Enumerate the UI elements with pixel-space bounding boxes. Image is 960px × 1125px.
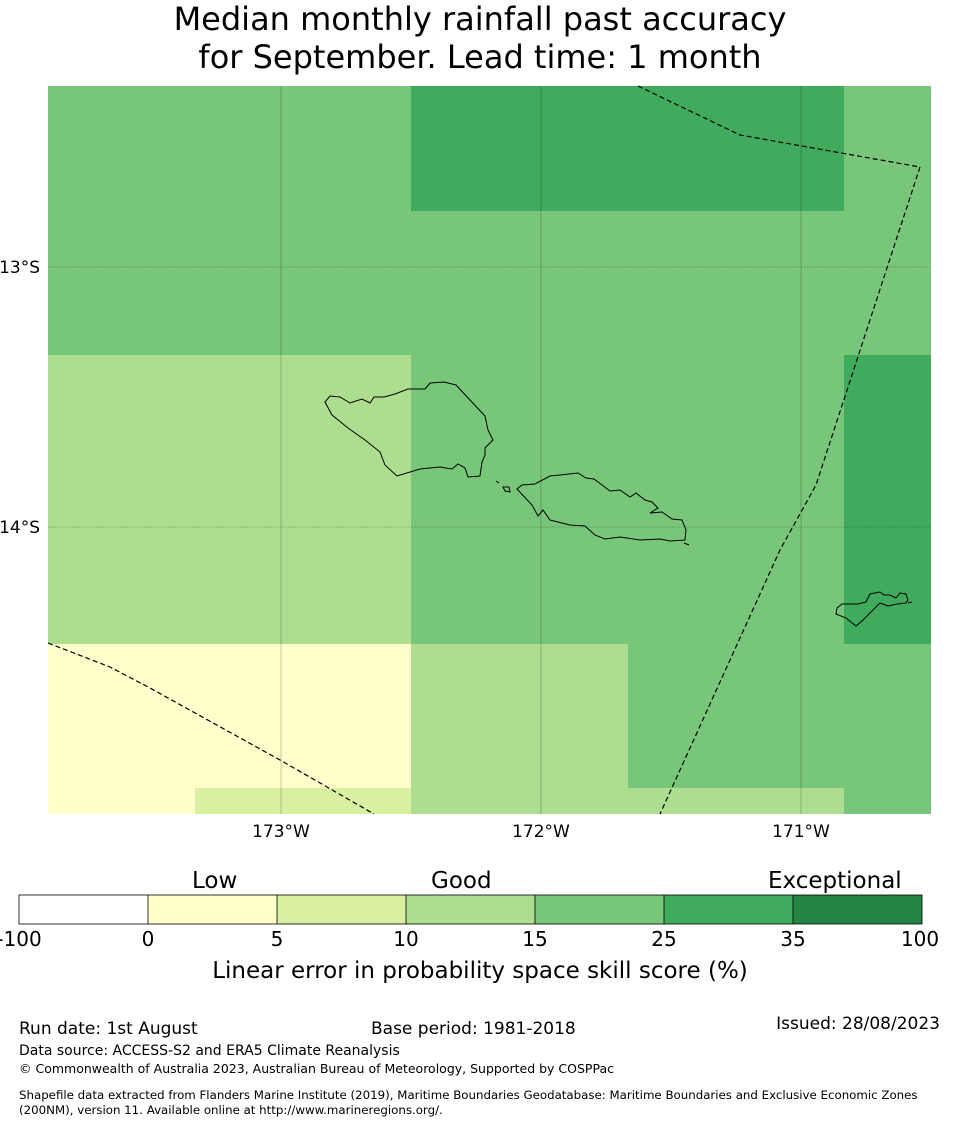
cell-bottom-right-strip xyxy=(844,788,931,814)
title-line-2: for September. Lead time: 1 month xyxy=(198,38,762,76)
tick-label: 35 xyxy=(780,927,806,951)
tick-label: 25 xyxy=(651,927,677,951)
map-grid-cells xyxy=(48,86,931,814)
longitude-labels: 173°W 172°W 171°W xyxy=(252,822,830,842)
island-tutuila xyxy=(835,591,909,627)
colorbar-segment-5 xyxy=(535,895,664,924)
colorbar-segment-3 xyxy=(277,895,406,924)
cell-mid-right xyxy=(844,355,931,644)
title-line-1: Median monthly rainfall past accuracy xyxy=(173,0,787,38)
cell-top-left xyxy=(48,86,411,355)
issued-date: Issued: 28/08/2023 xyxy=(776,1014,940,1034)
cell-top-center xyxy=(411,86,844,211)
copyright-notice: © Commonwealth of Australia 2023, Austra… xyxy=(19,1061,614,1076)
colorbar-label-exceptional: Exceptional xyxy=(768,868,902,894)
island-upolu-tip xyxy=(683,542,690,546)
cell-bottom-left-strip xyxy=(195,788,411,814)
island-manono xyxy=(502,486,511,493)
lon-label-172w: 172°W xyxy=(512,822,570,842)
island-apolima xyxy=(495,480,500,484)
cell-mid-center xyxy=(411,355,844,644)
tick-label: -100 xyxy=(0,927,42,951)
eez-boundary-line-east xyxy=(637,85,921,815)
cell-bottom-center xyxy=(411,644,628,814)
coastlines xyxy=(324,381,913,627)
skill-score-map: 13°S 14°S 173°W 172°W 171°W xyxy=(0,85,931,925)
colorbar-label-good: Good xyxy=(431,868,492,894)
graticule xyxy=(48,86,931,814)
shapefile-credit-line-1: Shapefile data extracted from Flanders M… xyxy=(19,1088,918,1102)
colorbar-title: Linear error in probability space skill … xyxy=(212,958,748,984)
cell-bottom-left xyxy=(48,644,411,814)
colorbar-label-low: Low xyxy=(192,868,238,894)
cell-bottom-center-right xyxy=(628,644,931,788)
base-period: Base period: 1981-2018 xyxy=(371,1019,576,1039)
tick-label: 10 xyxy=(393,927,419,951)
colorbar-segment-1 xyxy=(19,895,148,924)
latitude-labels: 13°S 14°S xyxy=(0,258,40,538)
tick-label: 5 xyxy=(270,927,284,951)
cell-upper-center xyxy=(411,211,844,355)
lon-label-173w: 173°W xyxy=(252,822,310,842)
lat-label-13s: 13°S xyxy=(0,258,40,278)
run-date: Run date: 1st August xyxy=(19,1019,198,1039)
colorbar-segment-4 xyxy=(406,895,535,924)
eez-boundary-line-southwest xyxy=(47,642,375,815)
eez-boundaries xyxy=(47,85,921,815)
tick-label: 100 xyxy=(900,927,940,951)
shapefile-credit-line-2: (200NM), version 11. Available online at… xyxy=(19,1103,443,1117)
colorbar xyxy=(18,894,923,925)
island-upolu xyxy=(516,472,687,542)
data-source: Data source: ACCESS-S2 and ERA5 Climate … xyxy=(19,1043,400,1059)
lat-label-14s: 14°S xyxy=(0,518,40,538)
island-aunuu xyxy=(907,601,913,604)
island-savaii xyxy=(324,381,494,478)
tick-label: 0 xyxy=(141,927,155,951)
tick-label: 15 xyxy=(522,927,548,951)
colorbar-outline xyxy=(18,894,923,925)
map-title: Median monthly rainfall past accuracy fo… xyxy=(0,0,960,76)
lon-label-171w: 171°W xyxy=(772,822,830,842)
colorbar-segment-2 xyxy=(148,895,277,924)
colorbar-segment-6 xyxy=(664,895,793,924)
cell-mid-left xyxy=(48,355,411,644)
cell-top-right xyxy=(844,86,931,355)
colorbar-segment-7 xyxy=(793,895,922,924)
cell-bottom-center-strip xyxy=(628,788,844,814)
